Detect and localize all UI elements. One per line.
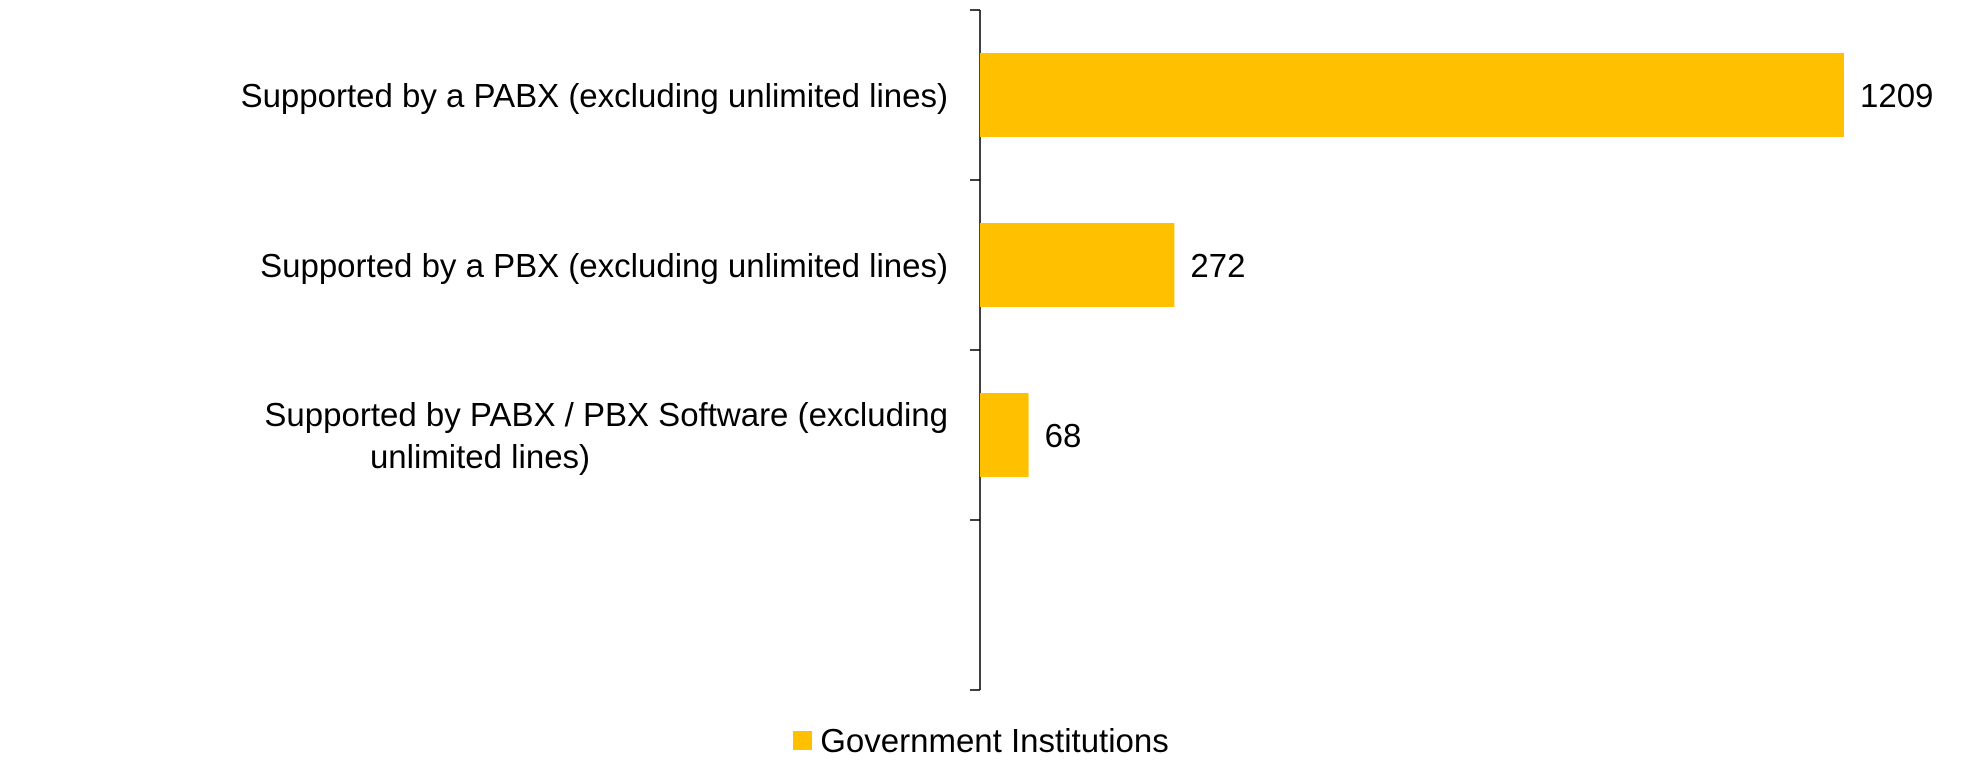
legend-label: Government Institutions <box>820 722 1169 759</box>
legend: Government Institutions <box>0 724 1962 757</box>
bar <box>980 53 1844 137</box>
data-label: 1209 <box>1860 77 1933 114</box>
data-label: 272 <box>1190 247 1245 284</box>
plot-area: 1209 Supported by a PABX (excluding unlim… <box>241 9 1933 691</box>
bar <box>980 223 1175 307</box>
category-label: Supported by PABX / PBX Software (exclud… <box>264 396 948 475</box>
legend-item: Government Institutions <box>793 724 1169 757</box>
bar <box>980 393 1029 477</box>
data-label: 68 <box>1045 417 1082 454</box>
category-label: Supported by a PBX (excluding unlimited … <box>260 247 948 284</box>
category-label: Supported by a PABX (excluding unlimited… <box>241 77 948 114</box>
legend-swatch <box>793 731 813 750</box>
